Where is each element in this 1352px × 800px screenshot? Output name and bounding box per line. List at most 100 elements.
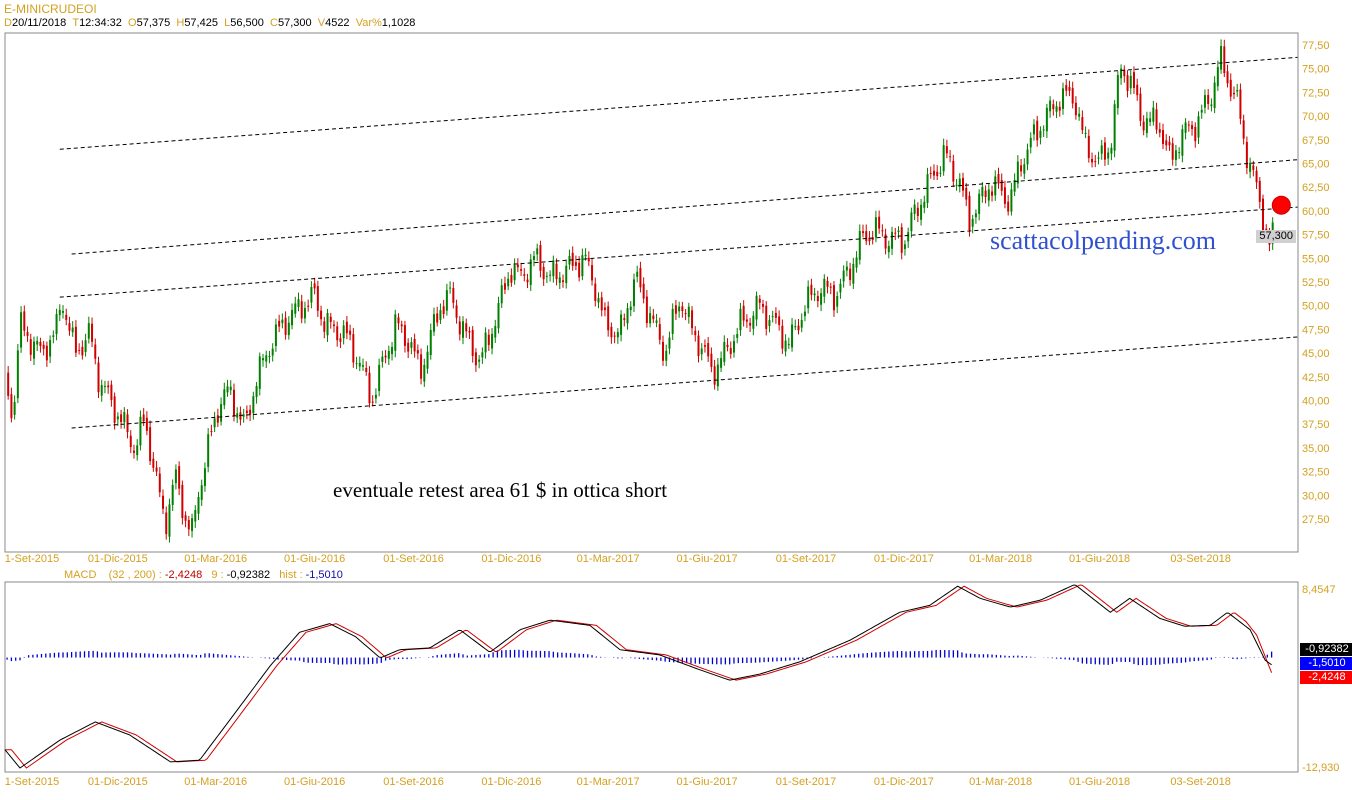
candle-body [739,308,742,331]
candle-body [223,389,226,406]
candle-body [658,324,661,340]
signal-value-box: -0,92382 [1300,643,1352,656]
candle-body [478,359,481,362]
candle-body [865,231,868,242]
candle-body [926,174,929,203]
candle-body [1068,86,1071,91]
x-tick-label: 03-Set-2018 [1170,553,1231,565]
candle-body [681,306,684,312]
candle-body [620,314,623,335]
candle-body [494,326,497,338]
candle-body [558,277,561,283]
candle-body [726,344,729,348]
trendline [71,159,1298,255]
candle-body [1049,100,1052,112]
candle-body [432,314,435,332]
x-tick-label: 01-Set-2016 [383,553,444,565]
candle-body [487,334,490,345]
candle-body [65,314,68,320]
x-tick-label: 01-Giu-2017 [677,553,738,565]
y-tick-label: 45,00 [1302,348,1330,360]
candle-body [555,263,558,280]
candle-body [1168,141,1171,146]
candle-body [362,365,365,367]
x-tick-label: 1-Set-2015 [5,553,59,565]
candle-body [303,308,306,319]
candle-body [213,418,216,428]
candle-body [120,414,123,423]
candle-body [600,297,603,311]
candle-body [758,298,761,303]
candle-body [110,384,113,401]
candle-body [497,303,500,329]
candle-body [439,310,442,320]
candle-body [142,414,145,422]
macd-value-box: -2,4248 [1300,671,1352,684]
candle-body [1200,109,1203,113]
candle-body [542,267,545,280]
candle-body [16,350,19,399]
candle-body [371,401,374,403]
candle-body [981,186,984,197]
candle-body [703,345,706,347]
y-tick-label: 47,50 [1302,324,1330,336]
candle-body [91,323,94,342]
candle-body [1162,130,1165,145]
candle-body [1252,165,1255,170]
y-tick-label: 50,00 [1302,301,1330,313]
candle-body [113,396,116,423]
x-tick-label: 01-Giu-2016 [284,553,345,565]
candle-body [507,278,510,287]
candle-body [881,230,884,232]
candle-body [423,364,426,382]
candle-body [162,495,165,509]
candle-body [849,268,852,281]
candle-body [20,312,23,348]
annotation-note: eventuale retest area 61 $ in ottica sho… [333,478,668,502]
candle-body [952,160,955,182]
y-tick-label: 30,00 [1302,490,1330,502]
candle-body [62,311,65,313]
candle-body [1187,124,1190,126]
x-tick-label: 01-Mar-2017 [577,776,640,788]
candle-body [539,245,542,271]
candle-body [203,468,206,487]
candle-body [1223,46,1226,74]
candle-body [236,413,239,418]
candle-body [1184,122,1187,133]
candle-body [1055,106,1058,112]
candle-body [623,318,626,320]
candle-body [210,431,213,433]
candle-body [1158,129,1161,133]
candle-body [1007,201,1010,212]
candle-body [771,316,774,318]
candle-body [971,218,974,227]
candle-body [603,307,606,311]
candle-body [355,363,358,365]
candle-body [1113,104,1116,151]
candle-body [449,287,452,289]
candle-body [1210,104,1213,107]
candle-body [532,256,535,260]
candle-body [503,283,506,290]
candle-body [168,504,171,537]
candle-body [445,290,448,311]
candle-body [36,340,39,345]
candle-body [1216,67,1219,87]
candle-body [13,401,16,415]
candle-body [1039,130,1042,138]
candle-body [245,410,248,413]
candle-body [68,323,71,331]
candle-body [691,310,694,329]
trendline [59,56,1298,150]
candle-body [810,284,813,295]
candle-body [649,313,652,324]
candle-body [813,293,816,296]
candle-body [394,314,397,351]
macd-axis-max: 8,4547 [1302,584,1336,596]
candle-body [174,469,177,484]
x-tick-label: 1-Set-2015 [5,776,59,788]
candle-body [1036,120,1039,141]
candle-body [932,170,935,176]
